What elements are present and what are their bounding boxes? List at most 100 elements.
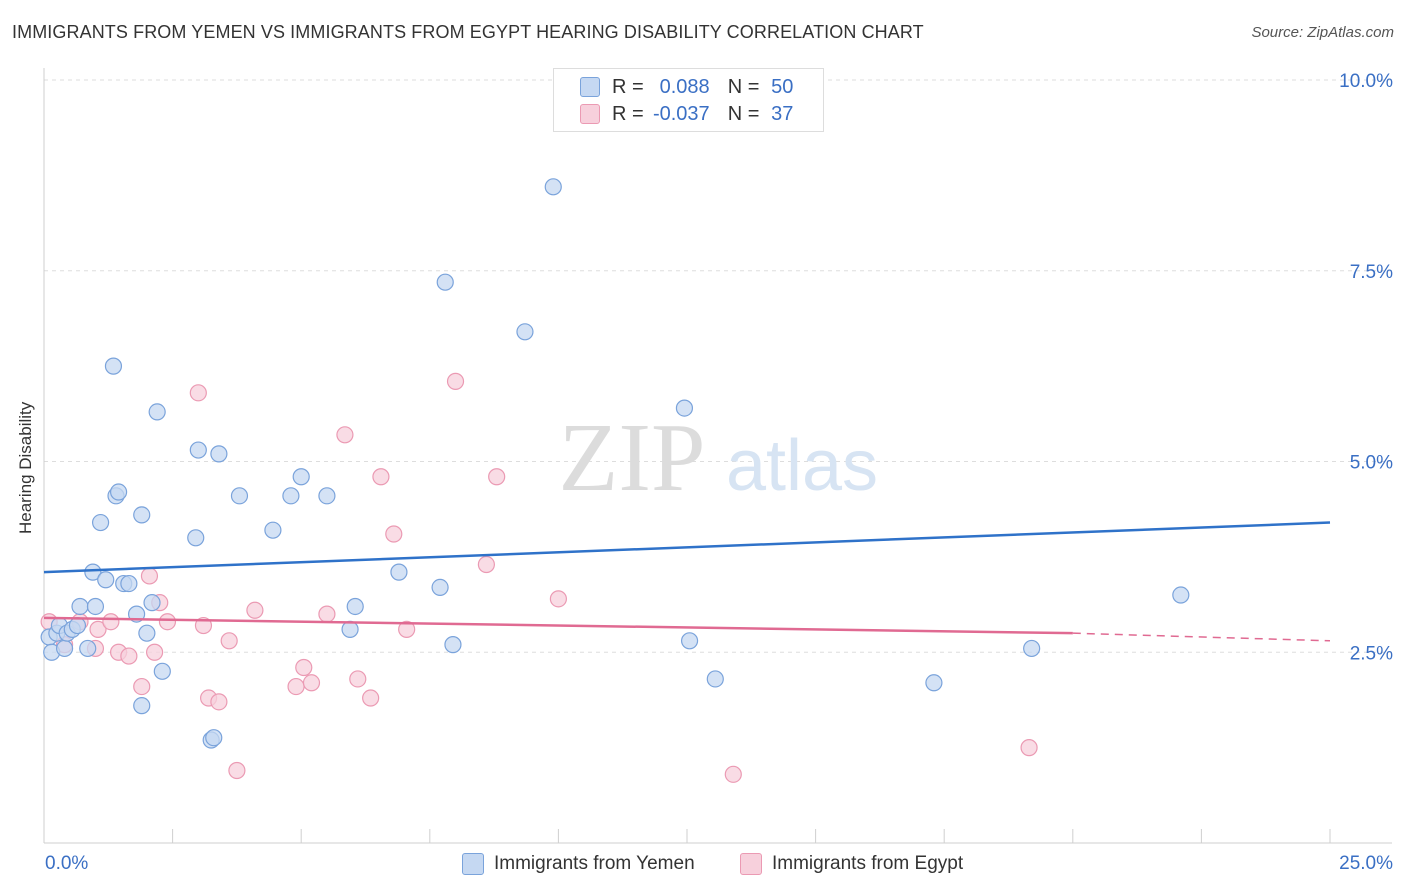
yemen-point-46 (706, 670, 724, 688)
egypt-point-27 (372, 468, 390, 486)
legend-item-yemen[interactable]: Immigrants from Yemen (462, 851, 695, 877)
egypt-point-24 (336, 426, 354, 444)
yemen-point-47 (925, 674, 943, 692)
egypt-n-label: N = (727, 102, 760, 125)
y-axis-title: Hearing Disability (16, 401, 35, 534)
yemen-point-35 (318, 487, 336, 505)
yemen-point-39 (431, 578, 449, 596)
yemen-point-31 (230, 487, 249, 505)
legend-yemen-swatch (462, 853, 484, 875)
egypt-point-25 (349, 670, 367, 688)
stats-legend: R = 0.088 N = 50 R = -0.037 N = 37 (553, 68, 824, 132)
egypt-n-value: 37 (771, 102, 794, 125)
yemen-point-34 (292, 468, 310, 486)
egypt-point-35 (1020, 739, 1038, 757)
legend-item-egypt[interactable]: Immigrants from Egypt (740, 851, 963, 877)
trend-lines (43, 521, 1331, 642)
egypt-trend-extension (1072, 632, 1331, 642)
egypt-swatch (580, 104, 600, 124)
egypt-point-34 (724, 765, 742, 783)
egypt-point-28 (385, 525, 403, 543)
egypt-point-23 (318, 605, 336, 623)
legend-egypt-label: Immigrants from Egypt (772, 853, 964, 874)
yemen-point-38 (390, 563, 408, 581)
yemen-point-29 (205, 729, 223, 747)
egypt-point-29 (398, 620, 416, 638)
gridlines (44, 79, 1392, 843)
yemen-point-23 (148, 403, 166, 421)
egypt-point-7 (120, 647, 138, 665)
y-tick-label-2: 7.5% (1350, 262, 1393, 283)
egypt-point-32 (488, 468, 506, 486)
yemen-point-26 (187, 529, 205, 547)
yemen-point-11 (86, 597, 105, 616)
axes (43, 68, 1392, 844)
egypt-point-18 (228, 761, 246, 780)
egypt-point-30 (446, 372, 465, 390)
yemen-point-27 (189, 441, 207, 459)
yemen-point-45 (680, 632, 699, 650)
egypt-point-12 (158, 613, 177, 631)
legend-yemen-label: Immigrants from Yemen (494, 853, 695, 874)
yemen-point-12 (91, 513, 110, 532)
yemen-swatch (580, 77, 600, 97)
egypt-point-16 (210, 693, 228, 711)
egypt-point-8 (133, 677, 151, 696)
watermark-atlas: atlas (726, 426, 878, 506)
y-tick-label-1: 5.0% (1350, 453, 1393, 474)
legend-row-yemen: R = 0.088 N = 50 (580, 75, 793, 99)
yemen-n-value: 50 (771, 75, 794, 98)
yemen-point-22 (143, 594, 161, 612)
egypt-r-label: R = (612, 102, 644, 125)
egypt-point-20 (287, 677, 305, 696)
yemen-point-49 (1172, 586, 1190, 604)
egypt-point-21 (295, 658, 313, 677)
tick-labels: 2.5% 5.0% 7.5% 10.0% 0.0% 25.0% (45, 71, 1393, 874)
yemen-point-20 (133, 506, 151, 524)
yemen-point-4 (55, 639, 74, 658)
yemen-point-32 (264, 521, 282, 539)
x-tick-label-0: 0.0% (45, 853, 88, 874)
yemen-point-37 (346, 597, 364, 616)
yemen-point-14 (104, 357, 123, 375)
egypt-point-9 (140, 567, 159, 585)
chart-title: IMMIGRANTS FROM YEMEN VS IMMIGRANTS FROM… (12, 22, 924, 42)
egypt-point-4 (89, 620, 107, 638)
yemen-point-42 (516, 323, 534, 341)
data-points (40, 178, 1190, 783)
y-tick-label-3: 10.0% (1339, 71, 1393, 92)
yemen-trend-line (43, 521, 1331, 574)
yemen-r-value: 0.088 (659, 75, 710, 98)
yemen-point-25 (133, 697, 151, 715)
yemen-point-48 (1023, 639, 1041, 658)
x-tick-label-1: 25.0% (1339, 853, 1393, 874)
yemen-point-18 (120, 574, 138, 593)
egypt-point-26 (362, 689, 380, 707)
egypt-trend-line (43, 616, 1073, 635)
yemen-r-label: R = (612, 75, 644, 98)
egypt-point-13 (189, 384, 207, 402)
watermark-zip: ZIP (559, 404, 706, 512)
yemen-point-10 (84, 563, 102, 581)
yemen-point-43 (544, 178, 562, 196)
y-tick-label-0: 2.5% (1350, 643, 1393, 664)
yemen-point-30 (210, 445, 228, 463)
legend-row-egypt: R = -0.037 N = 37 (580, 102, 793, 126)
yemen-point-33 (282, 487, 300, 505)
yemen-point-13 (97, 571, 115, 589)
legend-egypt-swatch (740, 853, 762, 875)
watermark: ZIP atlas (559, 404, 879, 512)
yemen-point-7 (68, 616, 87, 635)
egypt-point-17 (220, 632, 238, 650)
egypt-r-value: -0.037 (652, 102, 710, 125)
egypt-point-33 (549, 590, 568, 608)
yemen-point-40 (436, 273, 454, 291)
yemen-point-8 (71, 597, 89, 616)
yemen-n-label: N = (727, 75, 760, 98)
egypt-point-31 (477, 555, 495, 574)
egypt-point-22 (302, 674, 321, 692)
egypt-point-5 (102, 613, 120, 631)
yemen-point-41 (444, 636, 462, 654)
yemen-point-21 (138, 624, 156, 642)
